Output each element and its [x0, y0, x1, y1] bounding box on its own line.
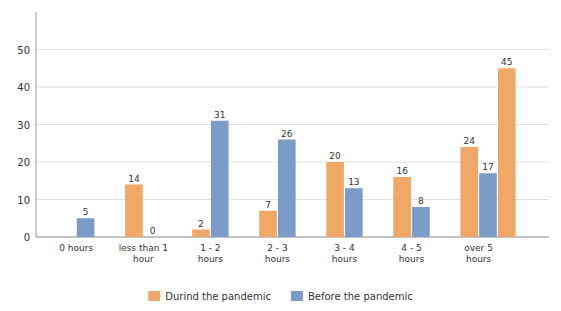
data-label: 8	[418, 196, 424, 206]
data-label: 16	[396, 166, 408, 176]
x-tick-label: 1 - 2hours	[198, 243, 224, 264]
legend-swatch	[291, 291, 303, 301]
grid-line	[36, 87, 549, 88]
x-tick-label: 3 - 4hours	[332, 243, 358, 264]
x-tick-label: over 5hours	[464, 243, 493, 264]
bar	[345, 188, 363, 237]
legend: Durind the pandemic Before the pandemic	[148, 291, 413, 302]
data-label: 26	[281, 129, 293, 139]
data-label: 24	[463, 136, 475, 146]
data-label: 45	[501, 57, 512, 67]
bar	[460, 147, 478, 237]
data-label: 31	[214, 110, 225, 120]
data-label: 0	[150, 226, 156, 236]
x-tick-label: 2 - 3hours	[265, 243, 291, 264]
grid-line	[36, 124, 549, 125]
bar	[58, 237, 76, 238]
bar	[144, 237, 162, 238]
bar	[479, 173, 497, 237]
bar	[393, 177, 411, 237]
y-tick-label: 20	[17, 157, 30, 168]
data-label: 5	[83, 207, 89, 217]
data-label: 13	[348, 177, 359, 187]
grid-line	[36, 49, 549, 50]
y-tick-label: 40	[17, 82, 30, 93]
data-label: 20	[329, 151, 341, 161]
legend-item: Durind the pandemic	[148, 291, 271, 302]
x-tick-label: 0 hours	[59, 243, 93, 253]
chart-container: 01020304050142720162450312613817450 hour…	[0, 0, 561, 311]
bar	[326, 162, 344, 237]
bar	[259, 211, 277, 237]
grid	[36, 50, 549, 238]
x-tick-label: 4 - 5hours	[399, 243, 425, 264]
legend-label: Durind the pandemic	[165, 291, 271, 302]
data-label: 7	[265, 200, 271, 210]
bar	[498, 68, 516, 237]
bar	[211, 121, 229, 237]
bar	[192, 230, 210, 238]
chart: 01020304050142720162450312613817450 hour…	[0, 0, 561, 311]
data-label: 17	[482, 162, 493, 172]
legend-swatch	[148, 291, 160, 301]
y-axis-line	[36, 12, 37, 237]
bar	[77, 218, 95, 237]
data-label: 14	[128, 174, 140, 184]
bar	[412, 207, 430, 237]
y-tick-label: 30	[17, 120, 30, 131]
y-tick-label: 0	[24, 232, 30, 243]
data-labels: 14 2 7 20 16 24 5 0 31 26 13 8 17 45	[83, 57, 513, 236]
data-label: 2	[198, 219, 204, 229]
bar	[125, 185, 143, 238]
bar	[278, 140, 296, 238]
bars	[77, 68, 516, 237]
y-tick-label: 50	[17, 45, 30, 56]
legend-label: Before the pandemic	[308, 291, 413, 302]
y-tick-label: 10	[17, 195, 30, 206]
legend-item: Before the pandemic	[291, 291, 413, 302]
x-tick-label: less than 1hour	[119, 243, 168, 264]
